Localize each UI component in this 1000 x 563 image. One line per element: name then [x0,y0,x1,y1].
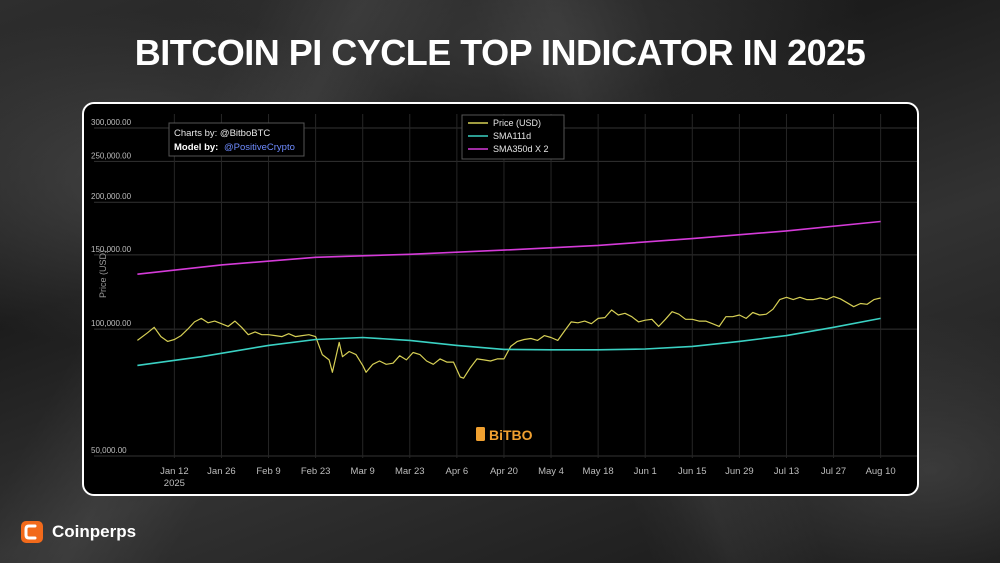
y-tick-label: 300,000.00 [91,118,132,127]
series-line-price-usd [137,295,881,379]
credits-line-model-prefix: Model by: [174,142,218,153]
y-axis-ticks: 300,000.00 250,000.00 200,000.00 150,000.00… [91,118,132,455]
chart-card: 300,000.00 250,000.00 200,000.00 150,000.00… [82,102,919,496]
y-tick-label: 100,000.00 [91,319,132,328]
brand-footer: Coinperps [20,518,136,546]
coinperps-logo-icon [21,521,43,543]
y-tick-label: 150,000.00 [91,245,132,254]
x-tick-label: Apr 20 [490,466,518,477]
x-tick-label: Mar 9 [351,466,375,477]
x-tick-label: Feb 9 [256,466,280,477]
credits-box: Charts by: @BitboBTC Model by: @Positive… [168,122,305,157]
x-tick-label: Aug 10 [866,466,896,477]
credits-link-positivecrypto[interactable]: @PositiveCrypto [224,142,295,153]
credits-line-charts: Charts by: @BitboBTC [174,128,270,139]
x-tick-label: Mar 23 [395,466,425,477]
x-tick-sublabel: 2025 [164,478,185,489]
x-tick-label: Apr 6 [446,466,469,477]
x-tick-label: May 18 [583,466,614,477]
x-tick-label: Jul 27 [821,466,846,477]
x-tick-label: Jun 1 [634,466,657,477]
legend-label[interactable]: Price (USD) [493,118,541,128]
chart-legend: Price (USD) SMA111d SMA350d X 2 [461,114,565,160]
legend-label[interactable]: SMA111d [493,131,531,141]
series-line-sma350d-x-2 [137,220,881,275]
bitbo-logo-icon [476,427,485,441]
pi-cycle-chart: 300,000.00 250,000.00 200,000.00 150,000.00… [91,114,917,489]
grid-layer [94,114,917,458]
y-tick-label: 250,000.00 [91,151,132,160]
brand-name: Coinperps [52,522,137,541]
y-axis-title: Price (USD) [98,250,108,298]
x-tick-label: Jun 29 [725,466,754,477]
series-layer [137,220,881,379]
watermark: BiTBO [476,427,533,443]
legend-label[interactable]: SMA350d X 2 [493,144,549,154]
y-tick-label: 50,000.00 [91,446,127,455]
y-tick-label: 200,000.00 [91,192,132,201]
x-tick-label: Feb 23 [301,466,331,477]
x-tick-label: Jan 26 [207,466,236,477]
x-tick-label: May 4 [538,466,564,477]
page-title: BITCOIN PI CYCLE TOP INDICATOR IN 2025 [134,32,866,73]
x-tick-label: Jun 15 [678,466,707,477]
watermark-text: BiTBO [489,427,533,443]
series-line-sma111d [137,317,881,367]
x-tick-label: Jan 12 [160,466,189,477]
x-tick-label: Jul 13 [774,466,799,477]
